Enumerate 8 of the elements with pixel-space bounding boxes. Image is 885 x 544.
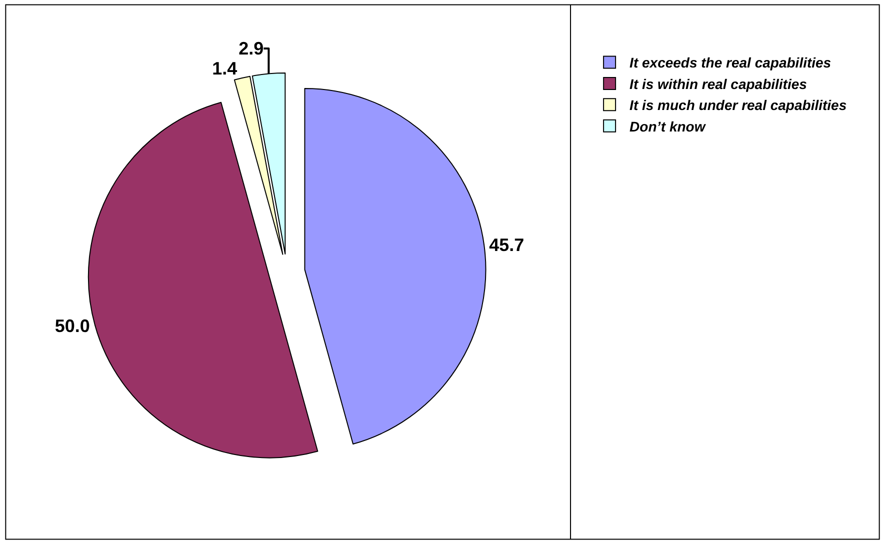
legend-label: It exceeds the real capabilities: [630, 54, 832, 71]
data-label: 45.7: [489, 235, 524, 255]
data-label: 1.4: [212, 58, 238, 78]
legend-label: Don’t know: [630, 118, 706, 134]
data-label: 50.0: [54, 316, 90, 336]
legend-label: It is much under real capabilities: [630, 97, 847, 114]
data-label: 2.9: [238, 38, 264, 58]
legend-label: It is within real capabilities: [630, 76, 808, 92]
